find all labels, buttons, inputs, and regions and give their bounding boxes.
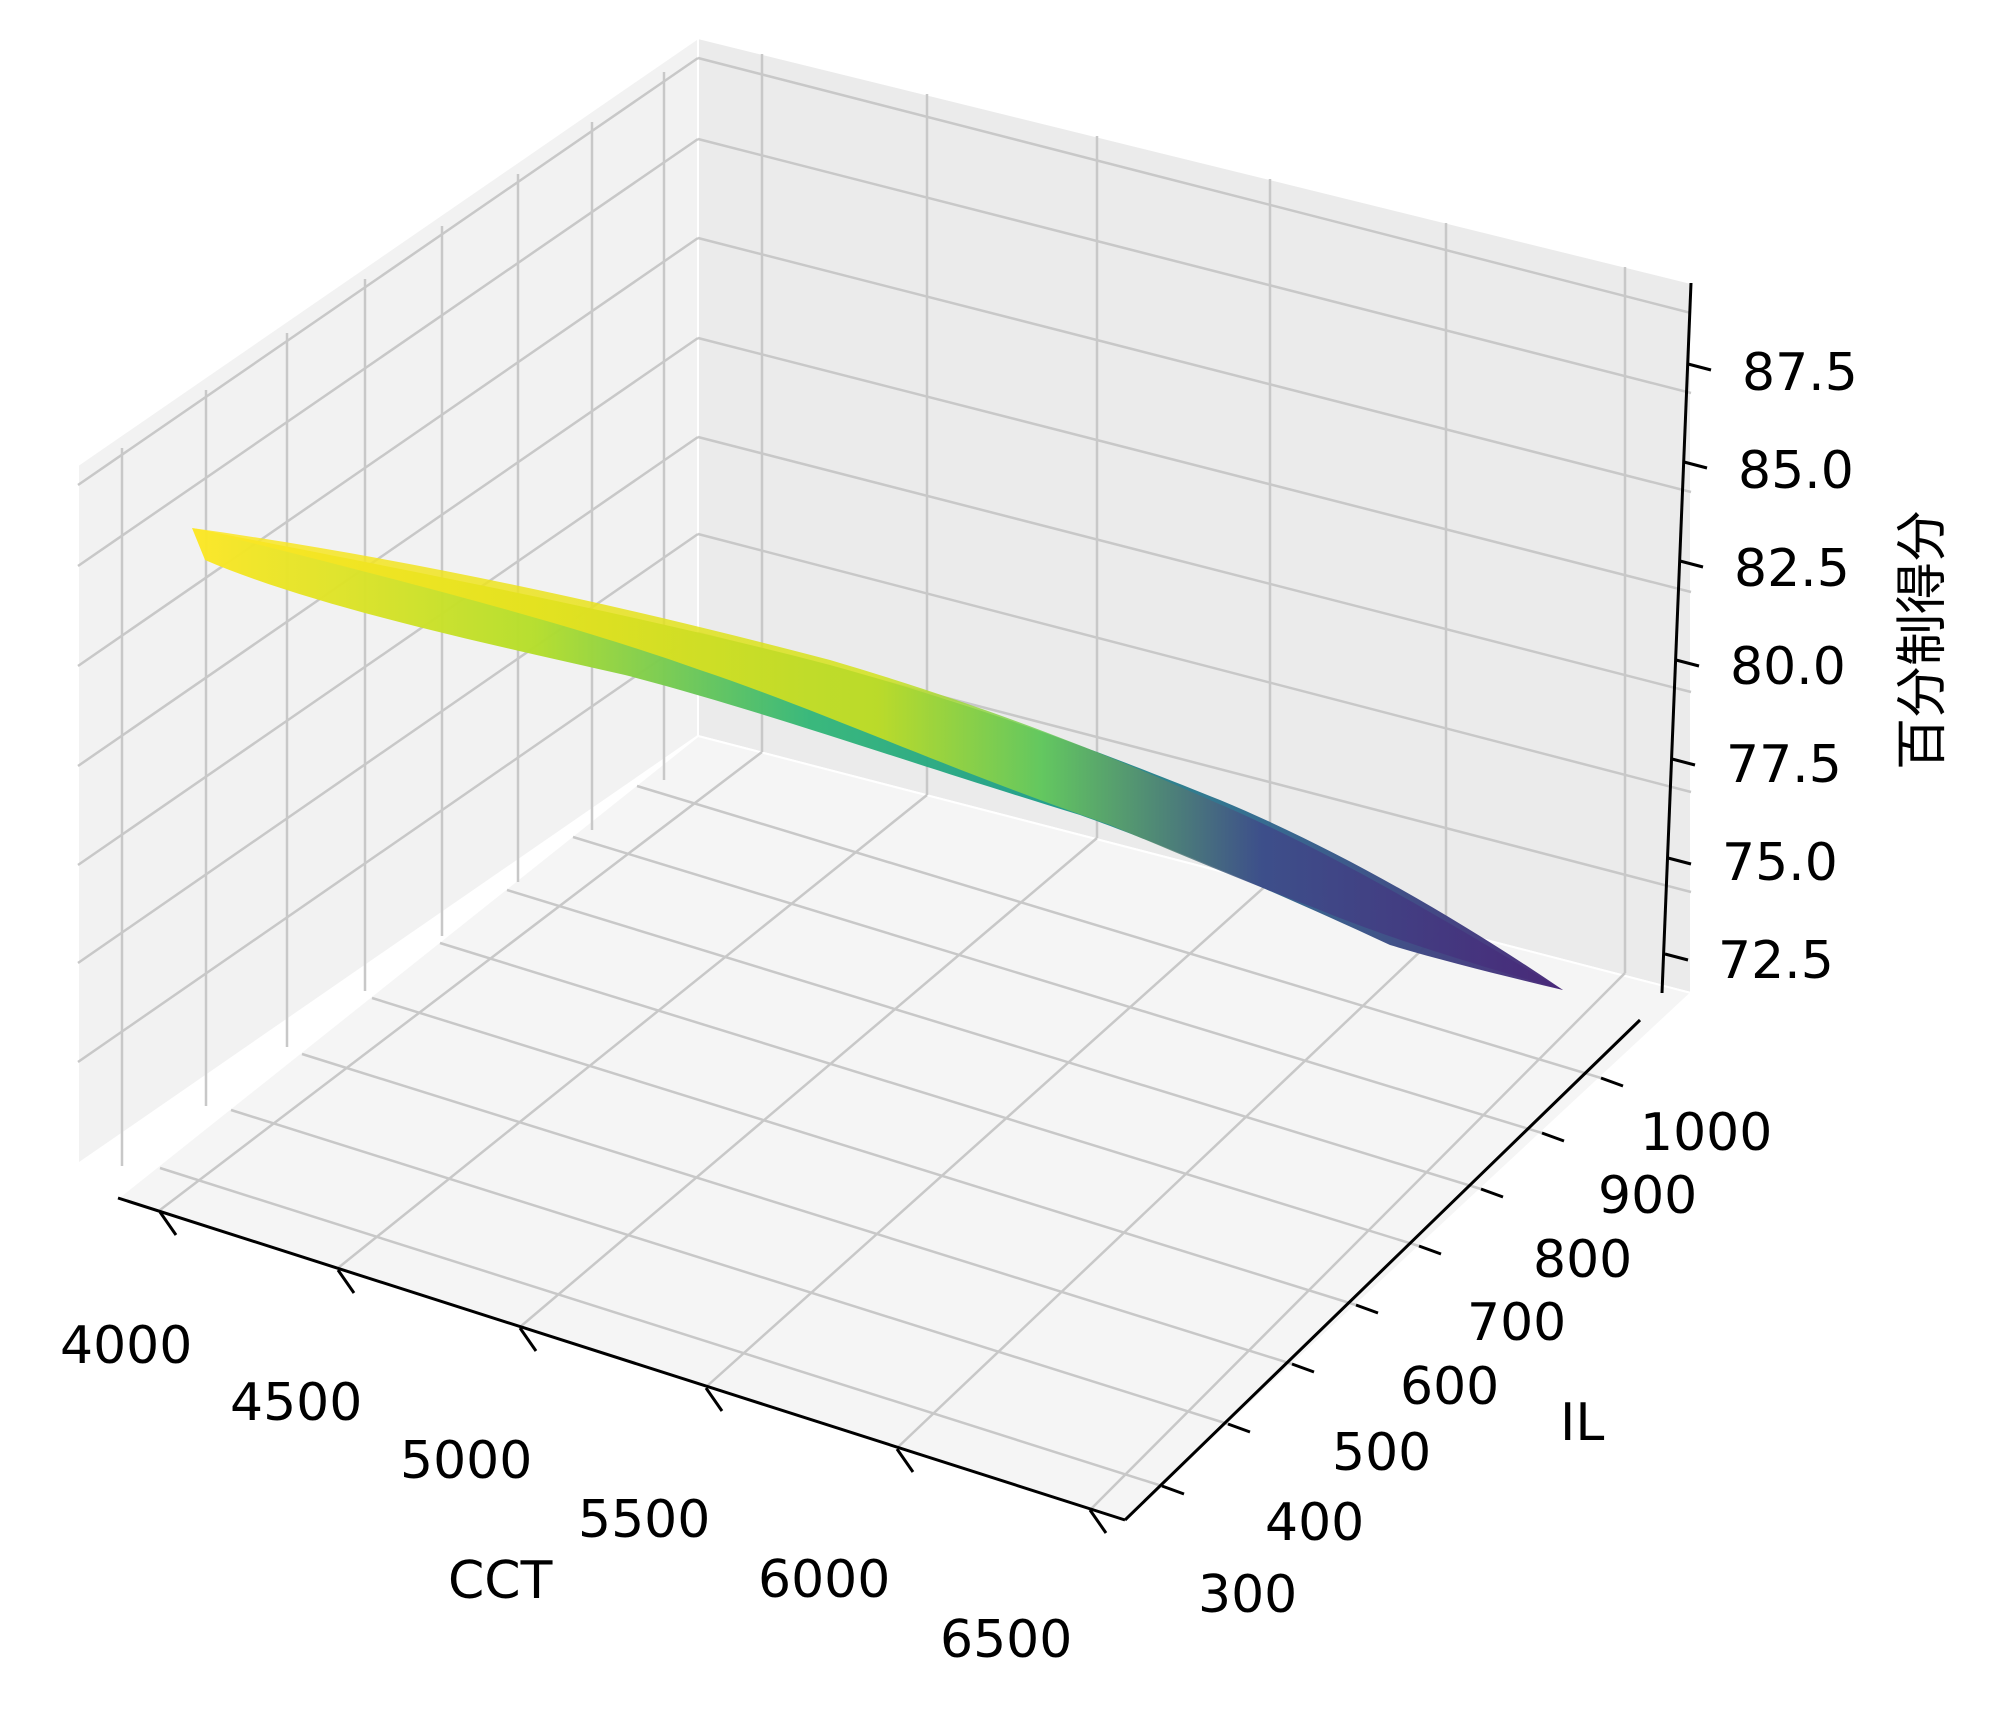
il-tick-label: 1000 xyxy=(1640,1103,1772,1163)
cct-tick-label: 4000 xyxy=(60,1316,192,1376)
cct-axis-line xyxy=(117,1196,1126,1522)
z-axis-title: 百分制得分 xyxy=(1893,510,1953,770)
cct-tick-labels: 4000 4500 5000 5500 6000 6500 xyxy=(60,1316,1072,1670)
z-tick-label: 82.5 xyxy=(1734,539,1850,599)
cct-tick-label: 4500 xyxy=(230,1373,362,1433)
z-tick-label: 85.0 xyxy=(1738,441,1854,501)
il-tick-label: 900 xyxy=(1598,1166,1697,1226)
surface-top-face xyxy=(192,528,1563,990)
cct-tick-label: 6500 xyxy=(940,1610,1072,1670)
axes-panes xyxy=(77,36,1694,1522)
axis-spines xyxy=(117,282,1693,1522)
il-tick-label: 700 xyxy=(1467,1293,1566,1353)
z-tick-label: 80.0 xyxy=(1730,637,1846,697)
y-axis-title: IL xyxy=(1560,1393,1604,1453)
z-tick-label: 87.5 xyxy=(1742,343,1858,403)
surface-front-face xyxy=(192,528,1563,990)
z-tick-label: 75.0 xyxy=(1722,833,1838,893)
il-tick-label: 800 xyxy=(1533,1230,1632,1290)
z-tick-label: 72.5 xyxy=(1718,931,1834,991)
il-tick-label: 500 xyxy=(1332,1423,1431,1483)
cct-tick-label: 5500 xyxy=(578,1490,710,1550)
cct-tick-label: 6000 xyxy=(758,1550,890,1610)
il-tick-label: 400 xyxy=(1265,1493,1364,1553)
cct-tick-label: 5000 xyxy=(400,1431,532,1491)
z-tick-labels: 72.5 75.0 77.5 80.0 82.5 85.0 87.5 xyxy=(1718,343,1858,991)
il-tick-label: 600 xyxy=(1400,1357,1499,1417)
il-tick-labels: 300 400 500 600 700 800 900 1000 xyxy=(1198,1103,1772,1625)
tick-marks xyxy=(158,362,1712,1534)
z-axis-line xyxy=(1660,282,1693,994)
grid-lines xyxy=(77,54,1692,1511)
surface xyxy=(192,528,1563,990)
il-axis-line xyxy=(1123,1018,1642,1522)
il-tick-label: 300 xyxy=(1198,1565,1297,1625)
x-axis-title: CCT xyxy=(448,1551,553,1611)
z-tick-label: 77.5 xyxy=(1726,735,1842,795)
